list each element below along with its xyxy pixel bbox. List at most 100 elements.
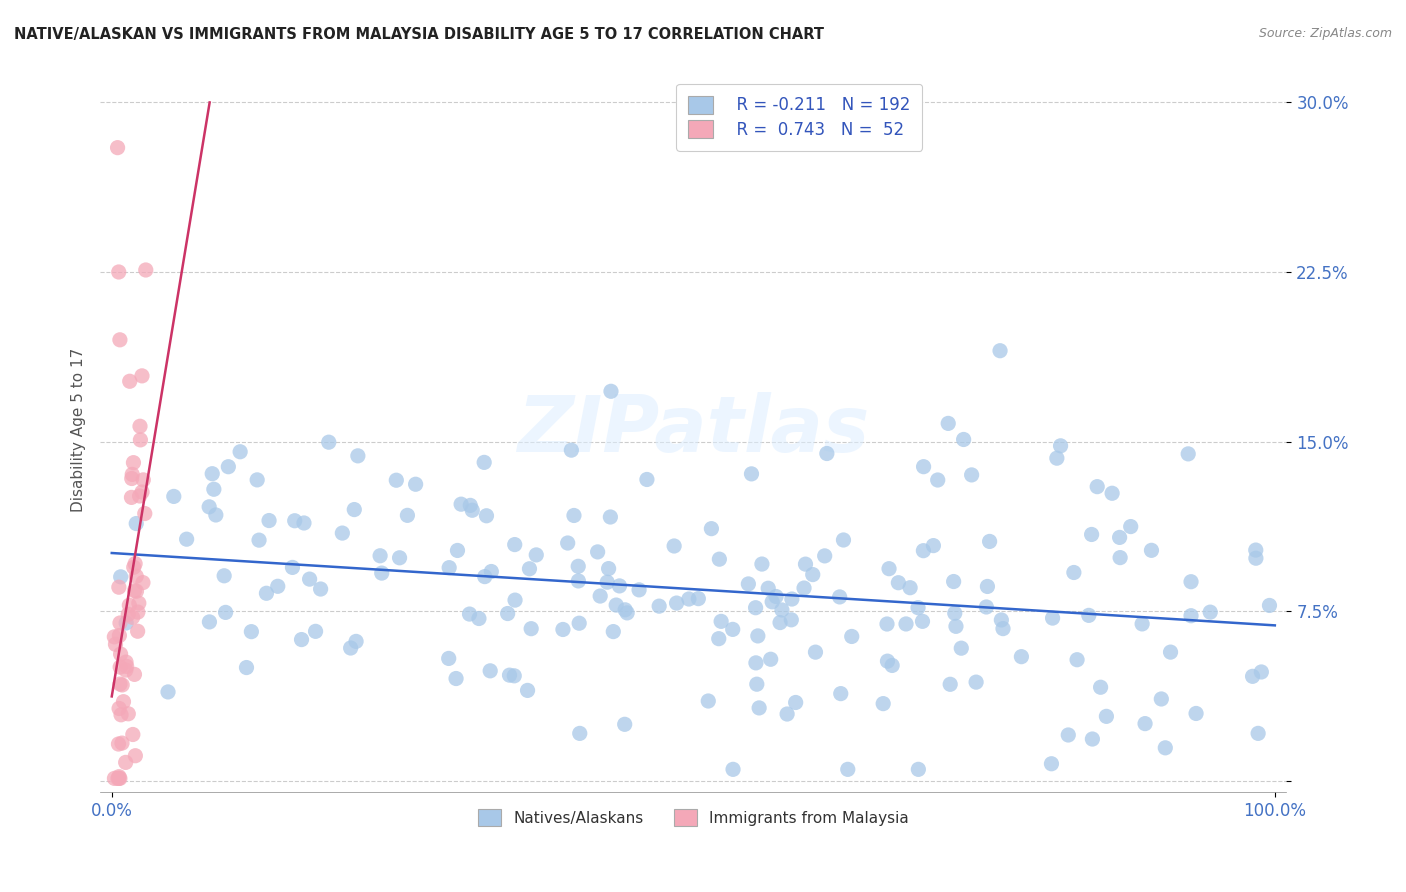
- Point: [1133, 716, 1156, 731]
- Legend: Natives/Alaskans, Immigrants from Malaysia: Natives/Alaskans, Immigrants from Malays…: [468, 800, 918, 835]
- Point: [837, 763, 859, 777]
- Point: [107, 772, 129, 786]
- Point: [496, 607, 519, 621]
- Point: [761, 595, 783, 609]
- Point: [898, 581, 921, 595]
- Point: [769, 615, 792, 630]
- Point: [557, 536, 579, 550]
- Point: [347, 449, 370, 463]
- Point: [560, 443, 582, 458]
- Point: [815, 446, 838, 460]
- Point: [115, 655, 138, 669]
- Point: [121, 491, 143, 505]
- Point: [1095, 709, 1118, 723]
- Point: [745, 677, 768, 691]
- Point: [115, 659, 138, 673]
- Point: [134, 507, 156, 521]
- Point: [636, 473, 658, 487]
- Point: [240, 624, 263, 639]
- Text: Source: ZipAtlas.com: Source: ZipAtlas.com: [1258, 27, 1392, 40]
- Point: [976, 599, 998, 614]
- Text: ZIPatlas: ZIPatlas: [517, 392, 869, 468]
- Point: [912, 543, 935, 558]
- Point: [613, 717, 636, 731]
- Point: [468, 611, 491, 625]
- Point: [876, 617, 898, 632]
- Point: [794, 557, 817, 571]
- Point: [124, 667, 146, 681]
- Point: [108, 580, 131, 594]
- Point: [744, 600, 766, 615]
- Point: [124, 748, 146, 763]
- Point: [472, 455, 495, 469]
- Point: [108, 677, 131, 691]
- Point: [1199, 605, 1222, 619]
- Point: [503, 538, 526, 552]
- Point: [475, 508, 498, 523]
- Point: [721, 763, 744, 777]
- Point: [710, 615, 733, 629]
- Point: [943, 606, 966, 620]
- Point: [368, 549, 391, 563]
- Point: [108, 772, 131, 786]
- Point: [1250, 665, 1272, 679]
- Point: [600, 384, 623, 399]
- Point: [700, 522, 723, 536]
- Point: [201, 467, 224, 481]
- Point: [1046, 451, 1069, 466]
- Point: [212, 568, 235, 582]
- Point: [446, 543, 468, 558]
- Point: [907, 600, 929, 615]
- Point: [235, 660, 257, 674]
- Point: [202, 482, 225, 496]
- Point: [290, 632, 312, 647]
- Point: [129, 419, 152, 434]
- Point: [108, 772, 131, 786]
- Point: [1247, 726, 1270, 740]
- Point: [1140, 543, 1163, 558]
- Point: [474, 569, 496, 583]
- Point: [688, 591, 710, 606]
- Point: [298, 572, 321, 586]
- Point: [1057, 728, 1080, 742]
- Point: [131, 368, 153, 383]
- Point: [1090, 680, 1112, 694]
- Point: [911, 615, 934, 629]
- Point: [912, 459, 935, 474]
- Point: [598, 561, 620, 575]
- Point: [114, 756, 136, 770]
- Point: [662, 539, 685, 553]
- Point: [922, 539, 945, 553]
- Point: [127, 624, 149, 639]
- Point: [1077, 608, 1099, 623]
- Point: [751, 557, 773, 571]
- Point: [882, 658, 904, 673]
- Point: [304, 624, 326, 639]
- Point: [605, 598, 627, 612]
- Point: [1042, 611, 1064, 625]
- Point: [602, 624, 624, 639]
- Point: [785, 696, 807, 710]
- Point: [122, 560, 145, 574]
- Point: [780, 592, 803, 607]
- Point: [125, 584, 148, 599]
- Point: [1244, 551, 1267, 566]
- Point: [121, 467, 143, 482]
- Point: [129, 433, 152, 447]
- Point: [217, 459, 239, 474]
- Point: [697, 694, 720, 708]
- Point: [804, 645, 827, 659]
- Point: [318, 435, 340, 450]
- Point: [132, 575, 155, 590]
- Point: [614, 603, 637, 617]
- Point: [111, 678, 134, 692]
- Point: [952, 433, 974, 447]
- Point: [1040, 756, 1063, 771]
- Point: [110, 707, 132, 722]
- Point: [479, 664, 502, 678]
- Point: [343, 502, 366, 516]
- Point: [828, 590, 851, 604]
- Point: [648, 599, 671, 614]
- Point: [519, 562, 541, 576]
- Point: [110, 647, 132, 661]
